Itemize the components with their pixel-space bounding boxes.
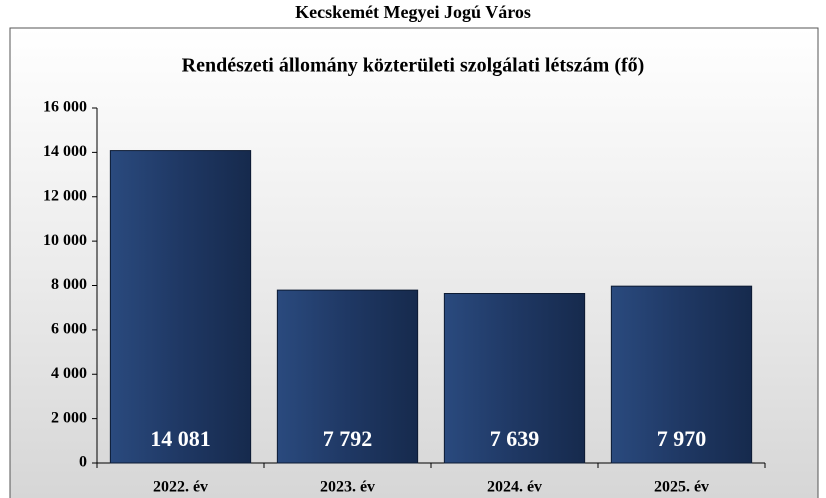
y-tick-label: 12 000: [43, 187, 87, 204]
bar: [610, 285, 753, 464]
bar: [443, 293, 586, 464]
y-tick-label: 16 000: [43, 99, 87, 116]
y-tick-label: 4 000: [51, 365, 87, 382]
bar: [276, 289, 419, 464]
bar: [109, 150, 252, 464]
chart-subtitle: Rendészeti állomány közterületi szolgála…: [182, 55, 645, 77]
data-label: 14 081: [150, 426, 211, 451]
data-label: 7 792: [323, 426, 373, 451]
y-tick-label: 14 000: [43, 143, 87, 160]
y-tick-label: 2 000: [51, 409, 87, 426]
chart-title: Kecskemét Megyei Jogú Város: [295, 2, 531, 22]
x-tick-label: 2022. év: [153, 479, 208, 496]
y-tick-label: 0: [79, 454, 87, 471]
y-tick-label: 8 000: [51, 276, 87, 293]
x-tick-label: 2025. év: [654, 479, 709, 496]
y-tick-label: 6 000: [51, 321, 87, 338]
y-tick-label: 10 000: [43, 232, 87, 249]
x-tick-label: 2023. év: [320, 479, 375, 496]
x-tick-label: 2024. év: [487, 479, 542, 496]
data-label: 7 639: [490, 426, 540, 451]
data-label: 7 970: [657, 426, 707, 451]
